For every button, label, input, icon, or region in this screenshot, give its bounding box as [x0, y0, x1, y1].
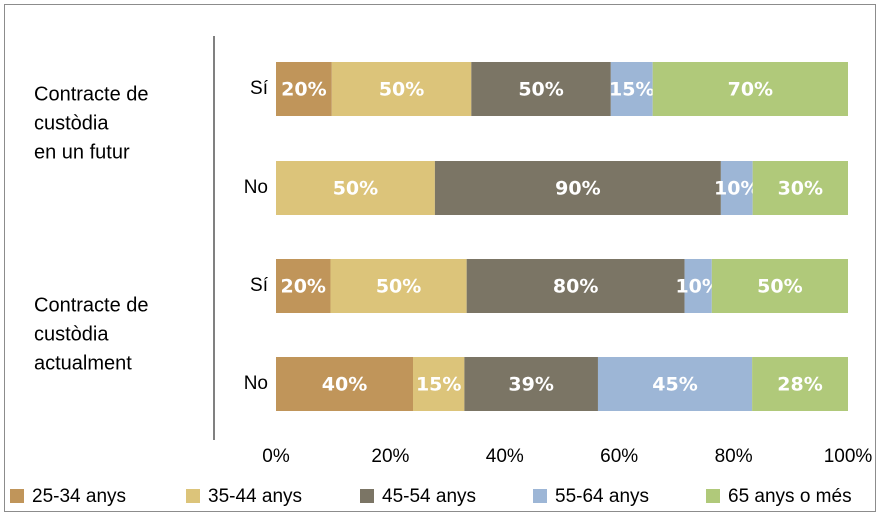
data-label: 40% [322, 374, 367, 396]
legend-label: 35-44 anys [208, 486, 302, 507]
x-tick-label: 0% [262, 446, 290, 467]
legend-label: 25-34 anys [32, 486, 126, 507]
x-tick-label: 60% [600, 446, 638, 467]
category-label: Sí [250, 275, 269, 296]
group-label-line: custòdia [34, 323, 109, 345]
legend-label: 55-64 anys [555, 486, 649, 507]
data-label: 20% [281, 79, 326, 101]
legend-label: 65 anys o més [728, 486, 852, 507]
legend-swatch [186, 489, 200, 503]
data-label: 50% [376, 276, 421, 298]
data-label: 20% [280, 276, 325, 298]
data-label: 50% [518, 79, 563, 101]
group-label-line: Contracte de [34, 83, 149, 105]
group-label-line: en un futur [34, 141, 130, 163]
legend-swatch [10, 489, 24, 503]
data-label: 50% [333, 178, 378, 200]
x-tick-label: 100% [824, 446, 873, 467]
legend-swatch [533, 489, 547, 503]
group-label-line: custòdia [34, 112, 109, 134]
data-label: 90% [555, 178, 600, 200]
data-label: 39% [508, 374, 553, 396]
data-label: 50% [379, 79, 424, 101]
category-label: No [244, 177, 268, 198]
category-label: Sí [250, 78, 269, 99]
x-tick-label: 40% [486, 446, 524, 467]
group-label-line: actualment [34, 352, 132, 374]
legend-swatch [360, 489, 374, 503]
data-label: 30% [778, 178, 823, 200]
category-label: No [244, 373, 268, 394]
data-label: 45% [652, 374, 697, 396]
data-label: 70% [728, 79, 773, 101]
x-tick-label: 20% [371, 446, 409, 467]
data-label: 15% [416, 374, 461, 396]
x-tick-label: 80% [715, 446, 753, 467]
legend-label: 45-54 anys [382, 486, 476, 507]
data-label: 50% [757, 276, 802, 298]
data-label: 28% [777, 374, 822, 396]
data-label: 15% [609, 79, 654, 101]
group-label-line: Contracte de [34, 294, 149, 316]
legend-swatch [706, 489, 720, 503]
data-label: 80% [553, 276, 598, 298]
